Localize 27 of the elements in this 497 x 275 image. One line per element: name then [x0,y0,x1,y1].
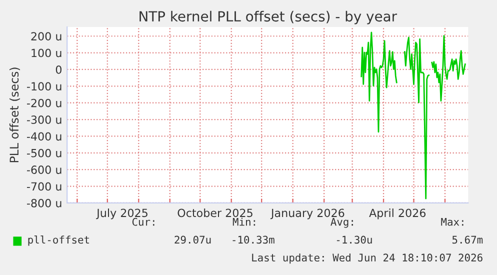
y-tick-label: -800 u [26,198,62,208]
y-tick-label: -600 u [26,166,62,174]
y-tick-label: -700 u [26,182,62,191]
y-tick-label: -300 u [26,116,62,124]
legend-label: pll-offset [28,236,90,246]
text: Max: [441,218,464,226]
y-tick-label: -100 u [26,82,62,91]
chart-title: NTP kernel PLL offset (secs) - by year [140,10,398,24]
text: Avg: [330,218,353,228]
y-tick-label: 100 u [32,48,62,58]
text: -1.30u [336,236,372,244]
text: Last update: Wed Jun 24 18:10:07 2026 [252,253,482,264]
text: 5.67m [452,236,483,244]
y-tick-label: -400 u [26,132,62,141]
y-tick-label: -200 u [26,98,62,108]
x-tick-label: October 2025 [178,208,252,218]
text: Cur: [132,218,154,226]
y-axis-title: PLL offset (secs) [9,68,20,162]
y-tick-label: -500 u [26,148,62,158]
y-tick-label: 0 [56,65,62,74]
x-tick-label: April 2026 [369,208,426,220]
x-tick-label: January 2026 [270,208,344,220]
x-tick-label: July 2025 [96,208,148,220]
text: -10.33m [232,236,274,244]
text: 29.07u [174,236,211,244]
y-tick-label: 200 u [31,32,62,41]
text: Min: [232,218,256,226]
